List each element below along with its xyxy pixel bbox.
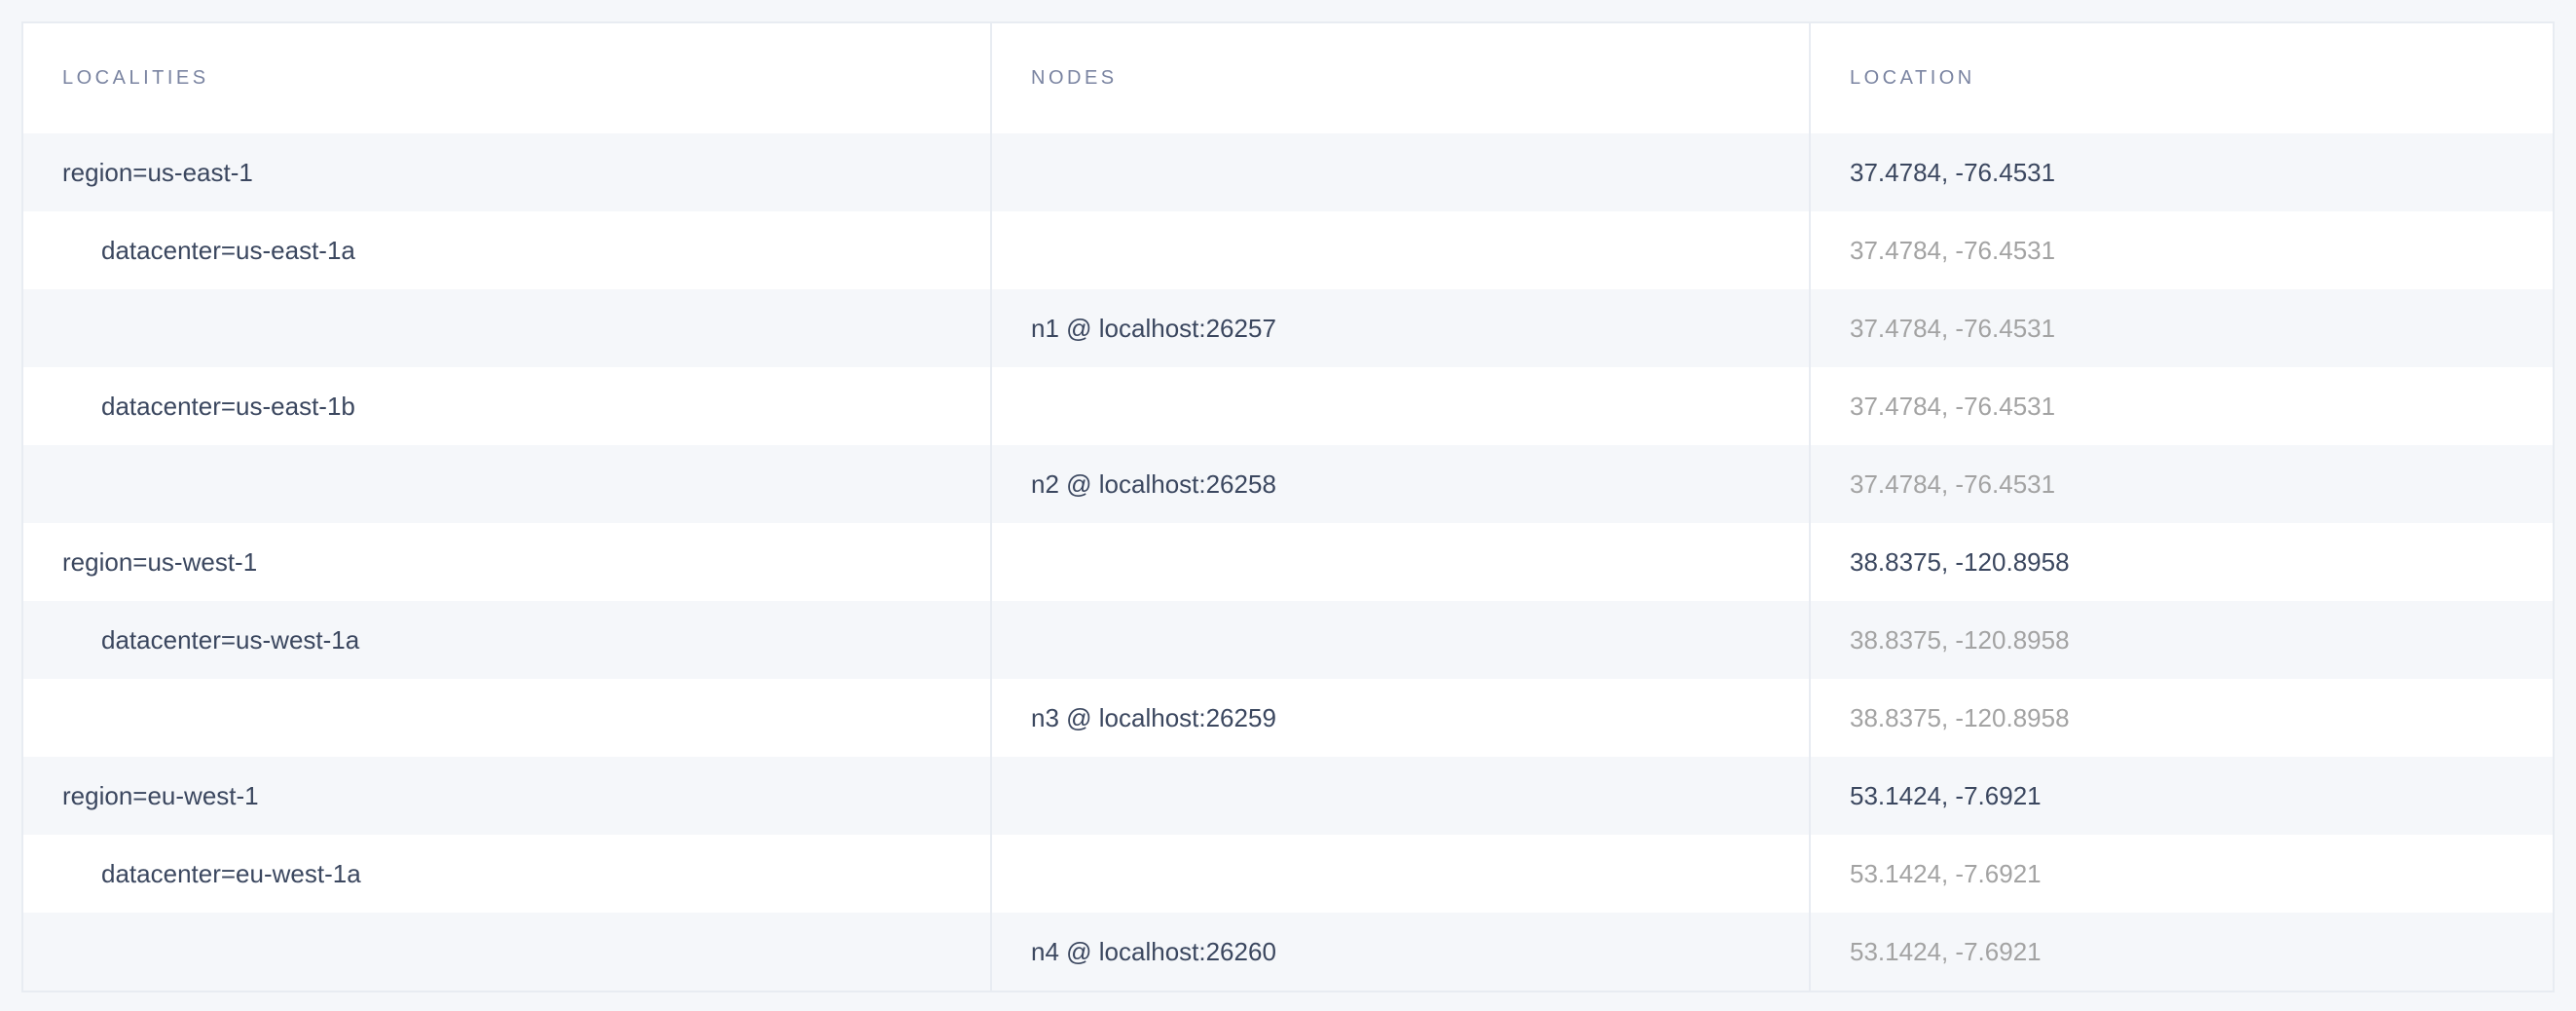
location-cell: 38.8375, -120.8958 (1850, 702, 2070, 732)
table-row: region=us-east-1 37.4784, -76.4531 (23, 133, 2553, 211)
node-cell: n1 @ localhost:26257 (992, 289, 1811, 367)
locality-cell: region=us-east-1 (23, 133, 992, 211)
location-cell: 37.4784, -76.4531 (1850, 468, 2056, 499)
locality-cell (23, 289, 992, 367)
location-cell: 53.1424, -7.6921 (1850, 936, 2042, 966)
table-row: region=eu-west-1 53.1424, -7.6921 (23, 757, 2553, 835)
table-row: datacenter=us-west-1a 38.8375, -120.8958 (23, 601, 2553, 679)
localities-table: LOCALITIES NODES LOCATION region=us-east… (21, 21, 2555, 992)
location-cell: 37.4784, -76.4531 (1850, 313, 2056, 343)
locality-cell (23, 679, 992, 757)
table-header: LOCALITIES NODES LOCATION (23, 23, 2553, 133)
node-cell: n2 @ localhost:26258 (992, 445, 1811, 523)
header-localities: LOCALITIES (23, 23, 992, 133)
location-cell: 37.4784, -76.4531 (1850, 235, 2056, 265)
location-cell: 38.8375, -120.8958 (1850, 546, 2070, 577)
node-cell (992, 835, 1811, 913)
table-row: region=us-west-1 38.8375, -120.8958 (23, 523, 2553, 601)
node-cell (992, 757, 1811, 835)
locality-cell: datacenter=us-east-1b (23, 367, 992, 445)
locality-cell: region=us-west-1 (23, 523, 992, 601)
header-nodes: NODES (992, 23, 1811, 133)
table-row: n3 @ localhost:26259 38.8375, -120.8958 (23, 679, 2553, 757)
node-cell: n4 @ localhost:26260 (992, 913, 1811, 991)
node-cell (992, 133, 1811, 211)
location-cell: 53.1424, -7.6921 (1850, 780, 2042, 810)
locality-cell: datacenter=us-west-1a (23, 601, 992, 679)
table-row: datacenter=eu-west-1a 53.1424, -7.6921 (23, 835, 2553, 913)
locality-cell: region=eu-west-1 (23, 757, 992, 835)
table-row: datacenter=us-east-1a 37.4784, -76.4531 (23, 211, 2553, 289)
locality-cell (23, 913, 992, 991)
table-row: n2 @ localhost:26258 37.4784, -76.4531 (23, 445, 2553, 523)
node-cell (992, 601, 1811, 679)
table-row: n4 @ localhost:26260 53.1424, -7.6921 (23, 913, 2553, 991)
location-cell: 37.4784, -76.4531 (1850, 391, 2056, 421)
table-row: n1 @ localhost:26257 37.4784, -76.4531 (23, 289, 2553, 367)
location-cell: 53.1424, -7.6921 (1850, 858, 2042, 888)
locality-cell: datacenter=us-east-1a (23, 211, 992, 289)
locality-cell (23, 445, 992, 523)
node-cell (992, 523, 1811, 601)
location-cell: 38.8375, -120.8958 (1850, 624, 2070, 655)
node-cell: n3 @ localhost:26259 (992, 679, 1811, 757)
header-location: LOCATION (1850, 67, 1975, 89)
table-row: datacenter=us-east-1b 37.4784, -76.4531 (23, 367, 2553, 445)
node-cell (992, 367, 1811, 445)
location-cell: 37.4784, -76.4531 (1850, 157, 2056, 187)
node-cell (992, 211, 1811, 289)
locality-cell: datacenter=eu-west-1a (23, 835, 992, 913)
